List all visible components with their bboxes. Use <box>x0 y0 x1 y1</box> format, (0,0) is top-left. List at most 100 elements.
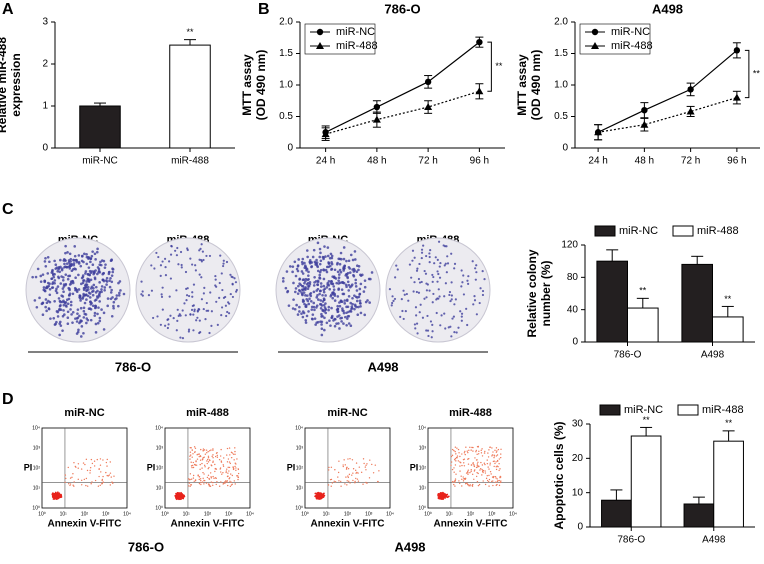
colony-dot <box>64 259 67 262</box>
colony-dot <box>301 262 304 266</box>
colony-dot <box>231 295 235 299</box>
cell-dot <box>497 448 500 451</box>
colony-dot <box>368 301 371 304</box>
colony-dot <box>234 281 238 284</box>
colony-dot <box>205 309 208 312</box>
colony-dot <box>92 271 96 274</box>
colony-dot <box>346 271 350 275</box>
colony-dot <box>319 289 322 293</box>
cell-dot <box>330 478 333 481</box>
cell-dot <box>210 476 212 478</box>
colony-dot <box>167 260 171 263</box>
colony-dot <box>311 255 315 259</box>
cell-dot <box>358 466 361 468</box>
colony-dot <box>196 310 199 313</box>
cell-dot <box>207 457 210 459</box>
colony-dot <box>352 273 355 277</box>
cell-dot <box>470 470 472 473</box>
cell-dot <box>216 481 218 483</box>
cell-dot <box>111 481 113 483</box>
cell-dot <box>488 485 490 487</box>
colony-dot <box>315 262 318 266</box>
cell-dot <box>73 485 75 487</box>
cell-dot <box>461 485 463 487</box>
cell-dot <box>314 492 317 495</box>
cell-dot <box>500 476 502 478</box>
colony-dot <box>340 257 343 261</box>
colony-dot <box>452 315 455 318</box>
cell-dot <box>463 458 466 460</box>
colony-dot <box>349 301 353 305</box>
colony-dot <box>411 259 414 262</box>
colony-dot <box>327 308 330 312</box>
cell-dot <box>494 481 497 483</box>
cell-dot <box>343 459 345 461</box>
colony-dot <box>402 289 405 292</box>
colony-dot <box>77 328 80 332</box>
colony-dot <box>460 269 463 272</box>
colony-dot <box>313 317 317 320</box>
cell-dot <box>57 497 60 499</box>
x-tick-label: 10¹ <box>323 511 331 517</box>
cell-dot <box>189 485 191 487</box>
legend-marker <box>316 42 324 49</box>
colony-dot <box>305 294 309 297</box>
cell-dot <box>212 484 214 486</box>
colony-dot <box>65 265 69 269</box>
colony-dot <box>354 278 358 282</box>
cell-dot <box>481 455 484 457</box>
cell-dot <box>455 456 458 459</box>
colony-dot <box>97 306 100 309</box>
colony-dot <box>320 327 324 331</box>
colony-dot <box>46 255 50 259</box>
cell-dot <box>73 462 75 464</box>
cell-dot <box>473 464 475 466</box>
cell-dot <box>105 471 107 474</box>
cell-dot <box>177 493 180 495</box>
cell-dot <box>362 483 364 485</box>
colony-dot <box>56 315 60 318</box>
cell-dot <box>198 478 200 481</box>
cell-dot <box>209 485 212 487</box>
column-label: miR-NC <box>327 407 367 419</box>
colony-dot <box>103 266 107 269</box>
cell-dot <box>207 474 210 476</box>
cell-dot <box>189 478 191 481</box>
cell-dot <box>372 472 375 474</box>
cell-dot <box>223 457 225 459</box>
x-tick-label: 10³ <box>488 511 496 517</box>
cell-dot <box>56 491 59 494</box>
cell-dot <box>491 455 493 457</box>
x-tick-label: 10⁰ <box>161 511 169 517</box>
colony-dot <box>432 292 435 296</box>
cell-dot <box>466 450 468 452</box>
colony-dot <box>312 284 316 287</box>
colony-dot <box>303 264 307 268</box>
colony-dot <box>481 293 485 297</box>
colony-dot <box>92 283 96 287</box>
colony-dot <box>466 323 469 327</box>
colony-dot <box>336 315 339 318</box>
colony-dot <box>419 303 422 306</box>
colony-dot <box>73 286 77 290</box>
colony-dot <box>330 316 334 319</box>
y-tick-label: 0 <box>562 143 568 154</box>
colony-dot <box>41 301 45 305</box>
colony-dot <box>229 292 232 296</box>
colony-dot <box>229 273 232 276</box>
colony-dot <box>337 287 341 290</box>
x-axis-label: Annexin V-FITC <box>434 519 508 530</box>
colony-dot <box>333 324 337 328</box>
cell-dot <box>495 477 497 479</box>
colony-dot <box>99 260 102 264</box>
colony-dot <box>408 263 412 266</box>
y-tick-label: 1.0 <box>279 80 293 91</box>
cell-dot <box>346 480 348 482</box>
colony-dot <box>59 282 63 285</box>
colony-dot <box>348 271 352 274</box>
bar <box>630 435 662 528</box>
cell-dot <box>491 480 493 483</box>
cell-dot <box>214 463 216 466</box>
cell-dot <box>202 457 204 459</box>
cell-dot <box>91 481 93 483</box>
